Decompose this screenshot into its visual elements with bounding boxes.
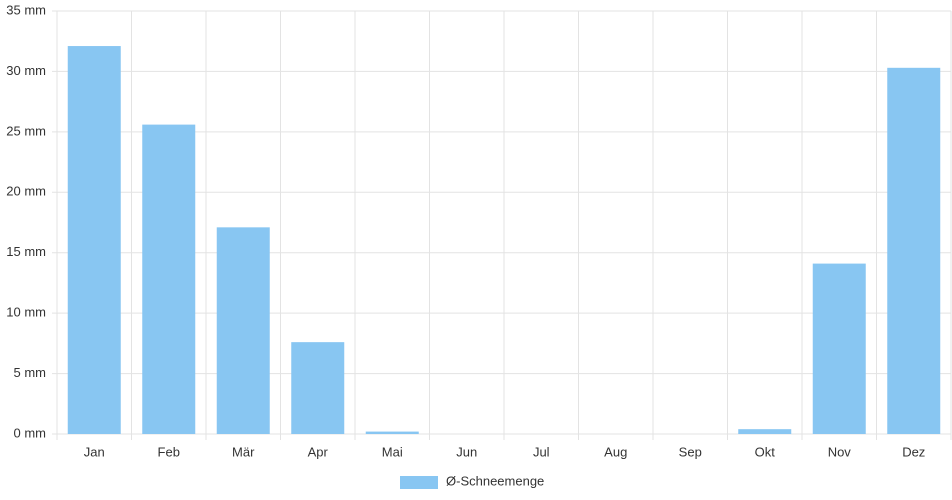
y-tick-label: 25 mm	[6, 123, 46, 138]
x-tick-label: Aug	[604, 444, 627, 459]
legend-swatch	[400, 476, 438, 489]
x-tick-label: Jun	[456, 444, 477, 459]
x-tick-label: Nov	[828, 444, 852, 459]
x-tick-label: Sep	[679, 444, 702, 459]
y-tick-label: 20 mm	[6, 184, 46, 199]
x-tick-label: Feb	[158, 444, 180, 459]
y-tick-label: 10 mm	[6, 305, 46, 320]
bar	[142, 124, 196, 434]
bar	[738, 429, 792, 434]
x-tick-label: Apr	[308, 444, 329, 459]
x-tick-label: Dez	[902, 444, 925, 459]
y-tick-label: 35 mm	[6, 2, 46, 17]
bar	[67, 46, 121, 434]
y-tick-label: 0 mm	[14, 425, 47, 440]
y-tick-label: 30 mm	[6, 63, 46, 78]
x-tick-label: Mär	[232, 444, 255, 459]
bar	[216, 227, 270, 434]
legend-label: Ø-Schneemenge	[446, 473, 544, 488]
x-tick-label: Jan	[84, 444, 105, 459]
y-tick-label: 15 mm	[6, 244, 46, 259]
x-tick-label: Mai	[382, 444, 403, 459]
x-tick-label: Okt	[755, 444, 776, 459]
bar	[291, 342, 345, 434]
x-tick-label: Jul	[533, 444, 550, 459]
bar	[812, 263, 866, 434]
bar	[365, 431, 419, 434]
y-tick-label: 5 mm	[14, 365, 47, 380]
bar	[887, 67, 941, 434]
